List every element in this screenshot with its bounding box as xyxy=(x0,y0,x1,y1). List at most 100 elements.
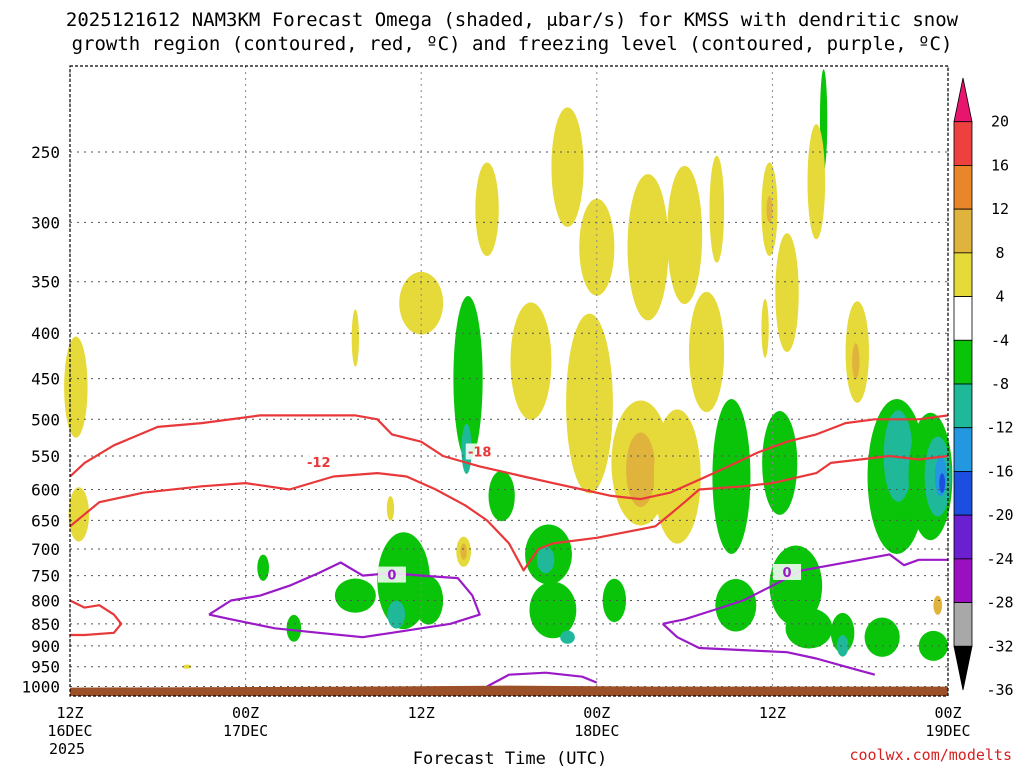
colorbar: 20 16 12 8 4 -4 -8 -12 -16 -20 -24 -28 -32 -36 xyxy=(953,77,1014,699)
colorbar-swatch-5 xyxy=(953,296,973,341)
colorbar-swatch-10 xyxy=(953,514,973,560)
x-tick-date-0: 16DEC xyxy=(47,722,92,740)
x-tick-label-0: 12Z xyxy=(56,704,83,722)
omega-blob-24 xyxy=(566,313,613,494)
contour-label-bg-freezing_b xyxy=(773,563,802,580)
omega-blob-18 xyxy=(510,302,552,420)
x-tick-label-24: 12Z xyxy=(408,704,435,722)
omega-blob-29 xyxy=(627,174,669,321)
colorbar-swatch-9 xyxy=(953,471,973,516)
omega-blob-20 xyxy=(536,546,555,574)
colorbar-swatch-6 xyxy=(953,339,973,385)
omega-blob-5 xyxy=(351,309,360,367)
contour-freezing xyxy=(208,561,481,639)
colorbar-label-2: 12 xyxy=(991,200,1009,218)
x-tick-date-12: 17DEC xyxy=(223,722,268,740)
colorbar-swatch-0 xyxy=(953,77,973,123)
omega-blob-2 xyxy=(182,664,192,669)
y-tick-label-450: 450 xyxy=(31,370,60,389)
colorbar-label-7: -12 xyxy=(986,419,1013,437)
omega-blob-6 xyxy=(386,496,395,521)
colorbar-label-10: -24 xyxy=(986,550,1013,568)
omega-blob-33 xyxy=(709,155,725,263)
omega-blob-11 xyxy=(399,271,444,335)
omega-blob-21 xyxy=(529,581,577,639)
omega-blob-15 xyxy=(460,543,467,560)
contour-label-bg-dgz_minus12 xyxy=(304,453,333,470)
omega-blob-57 xyxy=(933,595,943,615)
omega-blob-44 xyxy=(807,124,826,240)
contour-dgz_low xyxy=(69,599,123,637)
omega-blob-42 xyxy=(785,608,833,649)
omega-blob-26 xyxy=(602,578,627,623)
contour-freezing_c xyxy=(661,622,876,676)
contours: -12 -18 0 0 xyxy=(69,414,949,688)
colorbar-swatch-11 xyxy=(953,558,973,603)
chart-title-line-1: 2025121612 NAM3KM Forecast Omega (shaded… xyxy=(66,9,959,31)
y-tick-label-300: 300 xyxy=(31,213,60,232)
omega-blob-46 xyxy=(836,635,849,657)
omega-blob-48 xyxy=(852,343,860,380)
colorbar-label-3: 8 xyxy=(995,244,1004,262)
omega-blob-22 xyxy=(560,630,575,644)
omega-blob-55 xyxy=(939,473,946,493)
omega-blob-3 xyxy=(257,554,270,581)
y-tick-label-600: 600 xyxy=(31,481,60,500)
y-axis: 250 300 350 400 450 500 550 600 650 700 750 800 850 9… xyxy=(21,143,60,696)
colorbar-swatch-4 xyxy=(953,252,973,297)
colorbar-label-6: -8 xyxy=(991,375,1009,393)
contour-freezing_d xyxy=(486,671,598,688)
x-axis-title: Forecast Time (UTC) xyxy=(413,749,607,768)
contour-label-freezing: 0 xyxy=(387,569,396,584)
y-tick-label-950: 950 xyxy=(31,658,60,677)
colorbar-label-9: -20 xyxy=(986,506,1013,524)
omega-blob-56 xyxy=(918,630,948,661)
omega-blob-39 xyxy=(775,233,799,352)
y-tick-label-850: 850 xyxy=(31,615,60,634)
y-tick-label-350: 350 xyxy=(31,273,60,292)
colorbar-swatch-12 xyxy=(953,602,973,647)
omega-blob-16 xyxy=(475,162,499,257)
colorbar-swatch-1 xyxy=(953,121,973,166)
x-tick-label-36: 00Z xyxy=(583,704,610,722)
colorbar-label-5: -4 xyxy=(991,331,1009,349)
plot-frame xyxy=(69,65,949,697)
y-tick-label-400: 400 xyxy=(31,324,60,343)
omega-blob-40 xyxy=(762,411,798,515)
colorbar-label-4: 4 xyxy=(995,288,1004,306)
omega-blob-0 xyxy=(64,336,88,438)
colorbar-label-12: -32 xyxy=(986,637,1013,655)
x-tick-year-0: 2025 xyxy=(49,740,85,758)
chart-title-line-2: growth region (contoured, red, ºC) and f… xyxy=(72,33,953,55)
colorbar-label-8: -16 xyxy=(986,462,1013,480)
omega-blob-36 xyxy=(761,299,769,358)
contour-label-bg-freezing xyxy=(377,566,406,583)
contour-label-dgz_minus18: -18 xyxy=(468,445,492,460)
y-tick-label-550: 550 xyxy=(31,447,60,466)
y-tick-label-650: 650 xyxy=(31,511,60,530)
colorbar-label-1: 16 xyxy=(991,156,1009,174)
x-tick-label-60: 00Z xyxy=(934,704,961,722)
colorbar-swatch-8 xyxy=(953,427,973,472)
omega-blob-1 xyxy=(68,487,90,542)
credit-text: coolwx.com/modelts xyxy=(849,746,1012,764)
omega-blob-38 xyxy=(766,195,773,223)
colorbar-swatch-13 xyxy=(953,645,973,691)
omega-blob-28 xyxy=(626,432,656,508)
x-tick-label-12: 00Z xyxy=(232,704,259,722)
omega-blob-51 xyxy=(864,617,900,657)
plot-area: -12 -18 0 0 xyxy=(64,65,953,697)
y-tick-label-700: 700 xyxy=(31,540,60,559)
omega-blob-23 xyxy=(551,107,584,227)
omega-blob-30 xyxy=(653,409,701,544)
omega-blob-17 xyxy=(488,470,515,522)
y-tick-label-750: 750 xyxy=(31,567,60,586)
y-tick-label-800: 800 xyxy=(31,591,60,610)
contour-label-freezing_b: 0 xyxy=(783,566,792,581)
y-tick-label-1000: 1000 xyxy=(21,677,60,696)
omega-blob-32 xyxy=(688,291,725,413)
omega-blob-45 xyxy=(830,612,855,653)
omega-blob-4 xyxy=(286,614,302,642)
x-tick-label-48: 12Z xyxy=(759,704,786,722)
omega-blob-9 xyxy=(387,600,406,629)
